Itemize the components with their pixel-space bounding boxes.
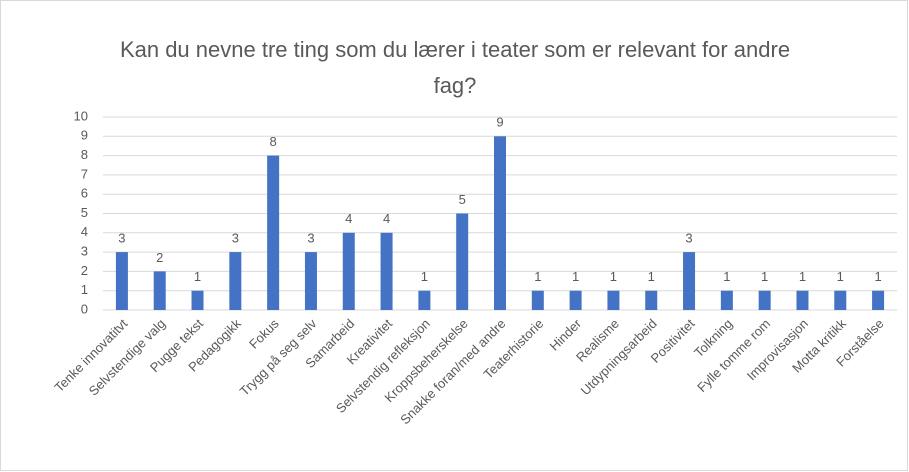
data-label: 4 (383, 211, 390, 226)
data-label: 3 (232, 231, 239, 246)
bar (267, 155, 280, 310)
bar (494, 136, 506, 310)
y-tick-label: 0 (81, 301, 88, 316)
y-tick-label: 3 (81, 244, 88, 259)
y-tick-label: 7 (81, 166, 88, 181)
bar (153, 271, 166, 310)
data-label: 1 (421, 269, 428, 284)
bar (342, 232, 355, 310)
y-tick-label: 9 (81, 128, 88, 143)
data-label: 1 (761, 269, 768, 284)
bar (720, 290, 733, 310)
y-tick-label: 10 (74, 108, 88, 123)
data-label: 3 (685, 231, 692, 246)
bar (304, 252, 317, 310)
bar (796, 290, 809, 310)
data-label: 1 (874, 269, 881, 284)
bar (380, 232, 393, 310)
y-tick-label: 5 (81, 205, 88, 220)
chart-title: Kan du nevne tre ting som du lærer i tea… (119, 37, 791, 98)
y-tick-label: 8 (81, 147, 88, 162)
y-tick-label: 2 (81, 263, 88, 278)
bar (456, 213, 469, 310)
bar (872, 290, 885, 310)
data-label: 1 (799, 269, 806, 284)
x-tick-label: Fokus (246, 316, 282, 352)
bar (607, 290, 620, 310)
data-label: 1 (572, 269, 579, 284)
data-label: 5 (459, 192, 466, 207)
data-label: 1 (534, 269, 541, 284)
data-label: 3 (307, 231, 314, 246)
bar (191, 290, 204, 310)
data-label: 1 (648, 269, 655, 284)
data-label: 2 (156, 250, 163, 265)
data-label: 8 (270, 134, 277, 149)
y-tick-label: 1 (81, 282, 88, 297)
y-tick-label: 4 (81, 224, 88, 239)
data-label: 1 (610, 269, 617, 284)
bar (115, 252, 128, 310)
bar (229, 252, 242, 310)
data-label: 9 (496, 115, 503, 130)
bar (758, 290, 771, 310)
data-label: 1 (723, 269, 730, 284)
data-label: 1 (194, 269, 201, 284)
bar (569, 290, 582, 310)
bar (645, 290, 658, 310)
y-tick-label: 6 (81, 186, 88, 201)
data-label: 4 (345, 211, 352, 226)
bar (418, 290, 431, 310)
bar (834, 290, 847, 310)
data-label: 1 (837, 269, 844, 284)
data-label: 3 (118, 231, 125, 246)
bar (683, 252, 696, 310)
bar (531, 290, 544, 310)
